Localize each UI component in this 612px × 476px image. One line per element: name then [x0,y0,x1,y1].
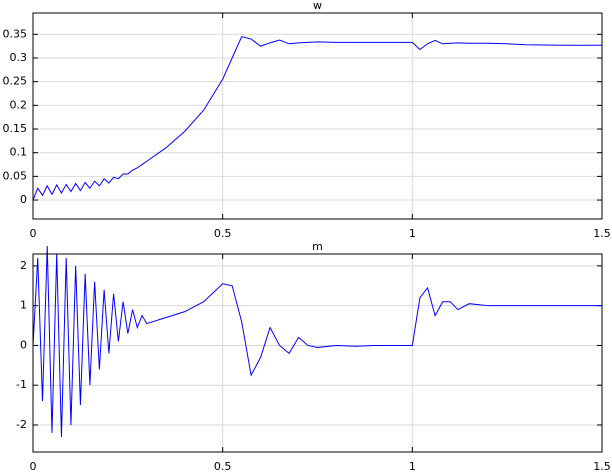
x-tick-label: 0.5 [214,460,232,473]
y-tick-label: 2 [20,259,27,272]
plot-area [33,13,602,219]
x-tick-label: 0 [30,227,37,240]
y-tick-label: 1 [20,299,27,312]
x-tick-label: 1.5 [593,460,611,473]
chart-title: w [313,0,322,12]
y-tick-label: -2 [16,418,27,431]
x-tick-label: 0 [30,460,37,473]
y-tick-label: -1 [16,378,27,391]
y-tick-label: 0.15 [3,122,28,135]
plot-area [33,254,602,452]
x-tick-label: 1.5 [593,227,611,240]
y-tick-label: 0.2 [10,98,28,111]
y-tick-label: 0.25 [3,75,28,88]
x-tick-label: 1 [409,227,416,240]
y-tick-label: 0.35 [3,27,28,40]
y-tick-label: 0.3 [10,51,28,64]
y-tick-label: 0 [20,193,27,206]
x-tick-label: 0.5 [214,227,232,240]
y-tick-label: 0 [20,338,27,351]
axes-frame [32,12,603,220]
x-tick-label: 1 [409,460,416,473]
data-line [32,246,602,437]
y-tick-label: 0.1 [10,146,28,159]
axes-frame [32,253,603,453]
data-line [32,36,602,201]
chart-title: m [312,240,323,253]
y-tick-label: 0.05 [3,169,28,182]
